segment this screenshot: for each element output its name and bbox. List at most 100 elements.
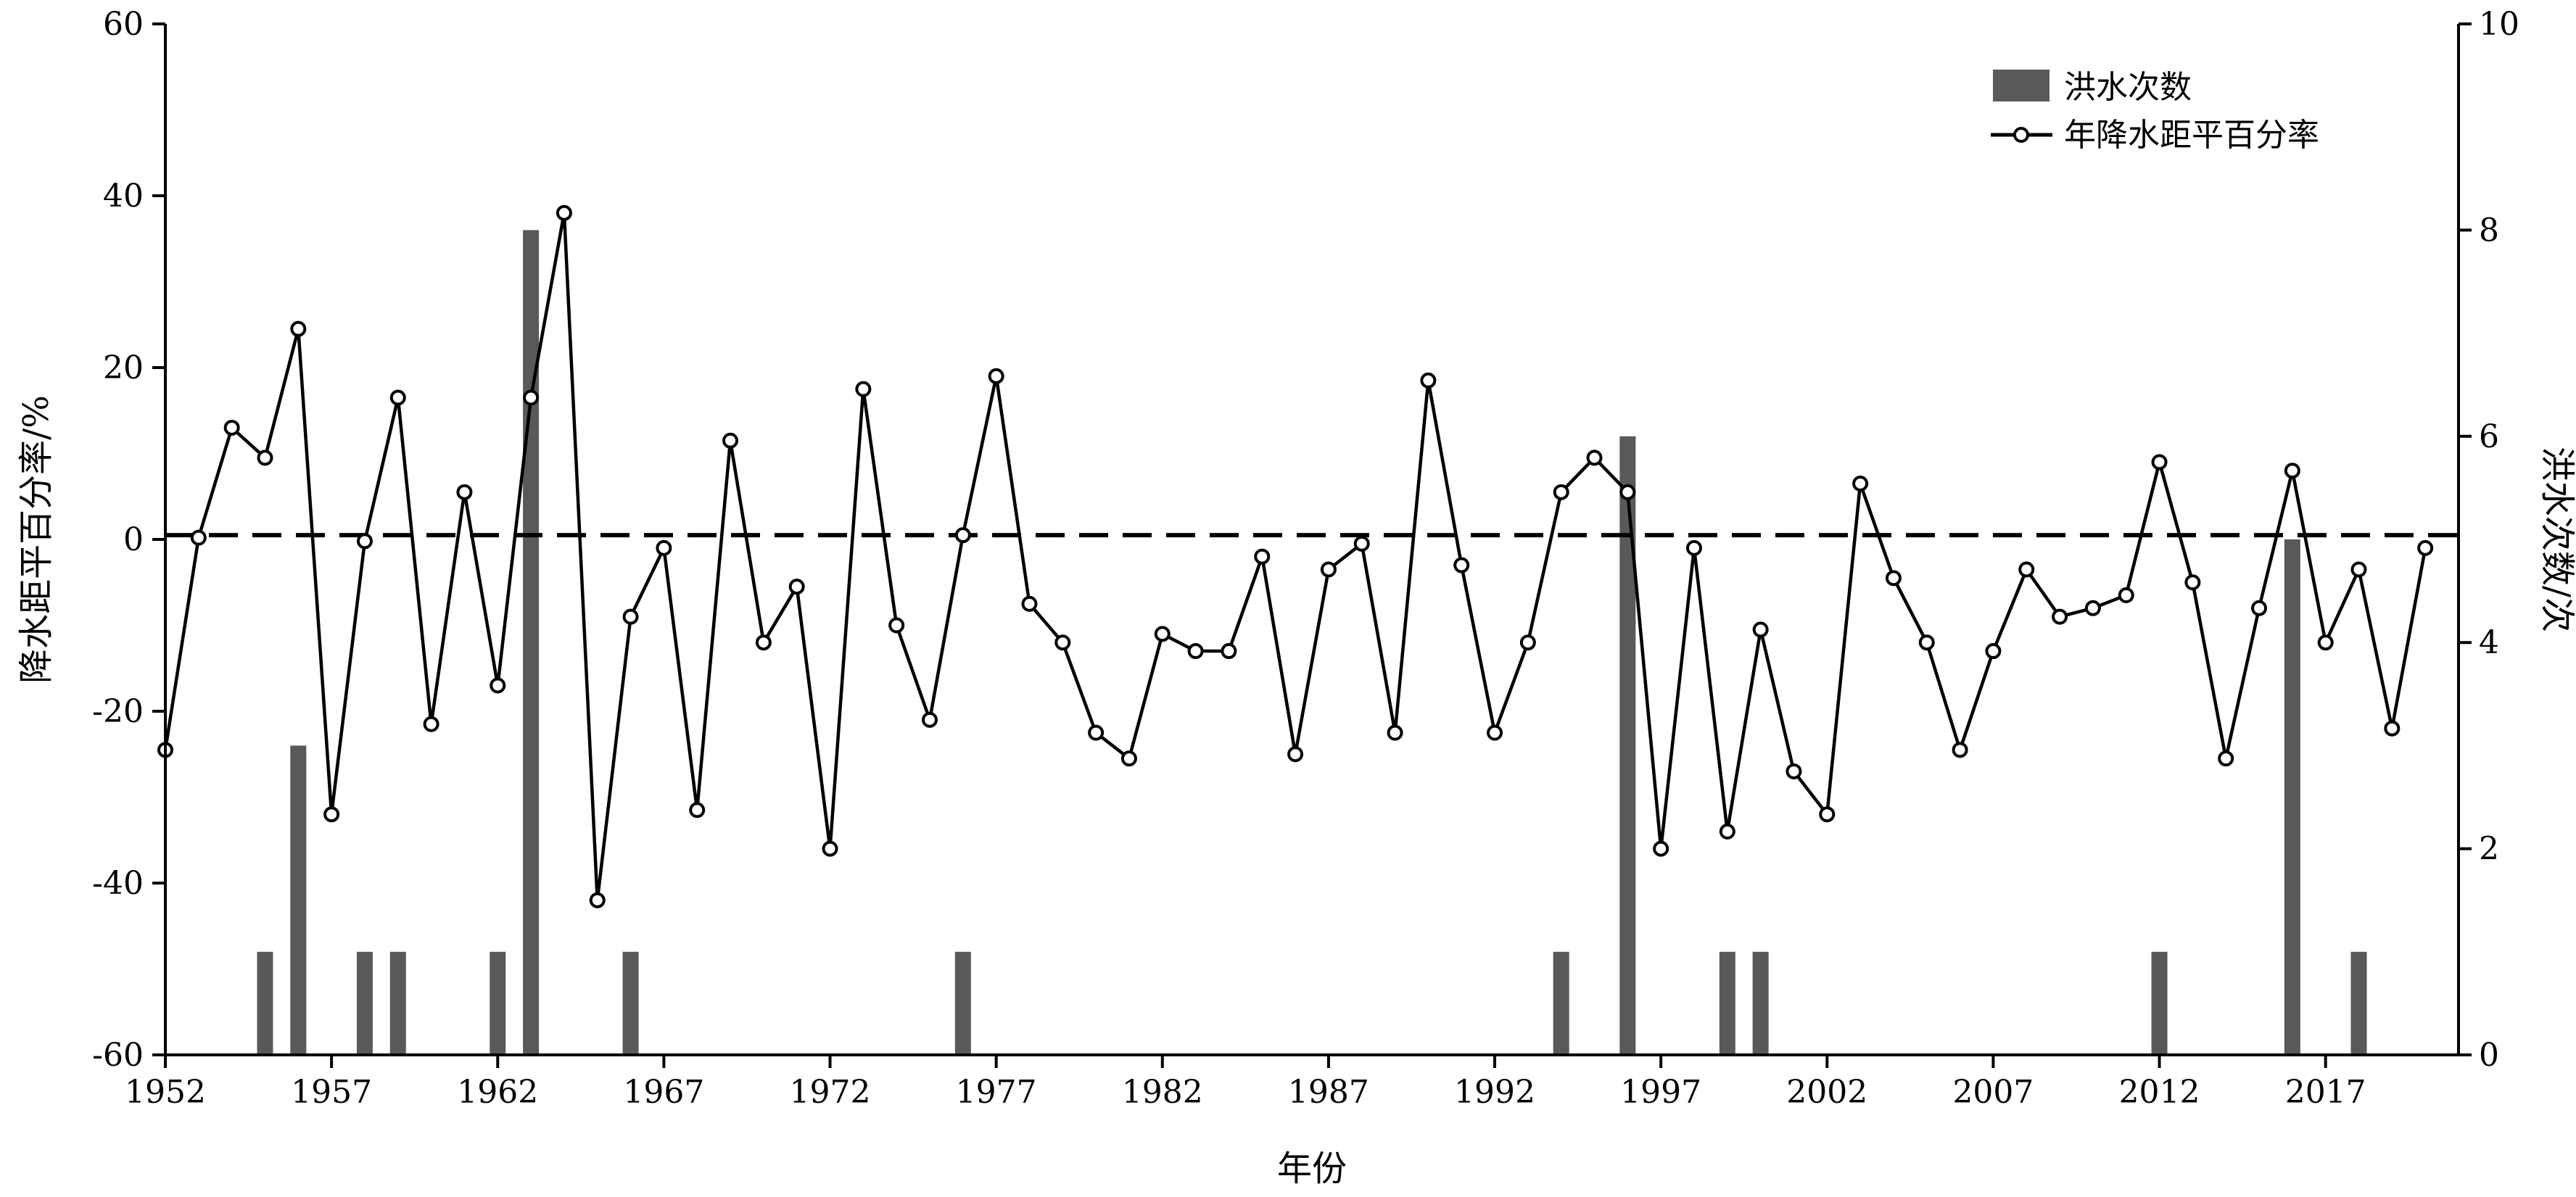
precipitation-point [1221,643,1237,660]
precipitation-point [656,539,672,556]
flood-bar [1752,951,1769,1055]
axes-layer: -60 -40 -20 0 20 40 60 0 2 4 6 8 10 1952 1957 1962 1967 1… [92,6,2519,1111]
precipitation-point [855,381,872,397]
flood-bar [523,230,540,1055]
precipitation-line [163,211,2427,902]
precipitation-point [922,711,938,728]
right-tick-label: 0 [2479,1037,2499,1074]
flood-bar [257,951,273,1055]
right-tick-label: 6 [2479,418,2499,455]
precipitation-point [1786,763,1802,779]
flood-bar [1553,951,1569,1055]
legend-bar-swatch [1993,70,2049,102]
x-tick-label: 1977 [956,1074,1037,1111]
x-tick-label: 1987 [1288,1074,1369,1111]
precipitation-point [1586,450,1603,466]
precipitation-point [622,608,639,625]
left-tick-label: -20 [92,693,144,730]
precipitation-point [2350,561,2367,578]
x-tick-label: 1997 [1620,1074,1701,1111]
legend-marker-swatch [2013,127,2029,143]
precipitation-point [888,617,905,634]
x-tick-label: 2012 [2119,1074,2200,1111]
x-tick-label: 2017 [2285,1074,2366,1111]
precipitation-point [2251,600,2268,616]
precipitation-point [1752,621,1769,638]
flood-bar [290,745,307,1055]
line-layer [157,204,2434,908]
precipitation-point [2184,574,2201,591]
precipitation-point [1553,484,1569,500]
precipitation-point [954,527,971,544]
precipitation-point [1054,634,1071,651]
precipitation-point [2018,561,2035,578]
flood-bar [622,951,639,1055]
precipitation-point [1985,643,2002,660]
flood-bar [356,951,373,1055]
precipitation-point [1852,475,1869,492]
precipitation-point [490,677,506,694]
left-tick-label: 40 [103,178,144,215]
right-tick-label: 8 [2479,212,2499,249]
precipitation-point [2084,600,2101,616]
precipitation-point [1952,742,1968,758]
precipitation-point [2218,750,2234,767]
precipitation-point [423,716,439,732]
precipitation-point [1387,724,1403,741]
precipitation-point [822,840,838,857]
precipitation-point [556,204,572,221]
x-tick-label: 1952 [125,1074,206,1111]
precipitation-point [1154,626,1171,642]
precipitation-point [2052,608,2068,625]
precipitation-point [788,579,805,595]
precipitation-point [1885,570,1902,587]
precipitation-point [2151,454,2168,471]
legend-label-floods: 洪水次数 [2064,69,2192,106]
flood-bar [954,951,971,1055]
x-tick-label: 1972 [790,1074,871,1111]
flood-bar [1619,436,1636,1055]
left-tick-label: 20 [103,349,144,386]
precipitation-point [2417,539,2434,556]
precipitation-point [1487,724,1503,741]
precipitation-point [1918,634,1935,651]
precipitation-point [1420,372,1437,389]
precipitation-point [223,419,240,436]
left-axis-title: 降水距平百分率/% [16,395,57,684]
precipitation-point [1254,548,1271,565]
left-tick-label: -60 [92,1037,144,1074]
precipitation-point [1619,484,1636,500]
right-tick-label: 10 [2479,6,2519,43]
precipitation-point [456,484,473,500]
precipitation-point [689,802,706,819]
precipitation-point [2118,587,2134,604]
precipitation-point [1819,806,1836,823]
precipitation-point [257,450,273,466]
legend-label-precipitation: 年降水距平百分率 [2064,117,2319,154]
x-tick-label: 1957 [291,1074,372,1111]
precipitation-point [356,533,373,550]
x-tick-label: 1982 [1122,1074,1203,1111]
precipitation-point [323,806,340,823]
precipitation-point [2284,463,2300,479]
precipitation-point [2317,634,2334,651]
right-axis-title: 洪水次数/次 [2537,447,2576,632]
precipitation-point [1287,746,1304,763]
left-tick-label: 60 [103,6,144,43]
precipitation-point [589,892,606,908]
x-axis-title: 年份 [1277,1148,1347,1189]
x-tick-label: 1962 [457,1074,538,1111]
precipitation-point [722,432,739,449]
left-tick-label: 0 [123,521,144,558]
precipitation-point [1088,724,1105,741]
x-tick-label: 1992 [1454,1074,1535,1111]
precipitation-point [1320,561,1337,578]
precipitation-point [190,529,207,546]
x-tick-label: 1967 [623,1074,704,1111]
left-tick-label: -40 [92,865,144,902]
bars-layer [257,230,2367,1055]
right-tick-label: 4 [2479,624,2499,661]
